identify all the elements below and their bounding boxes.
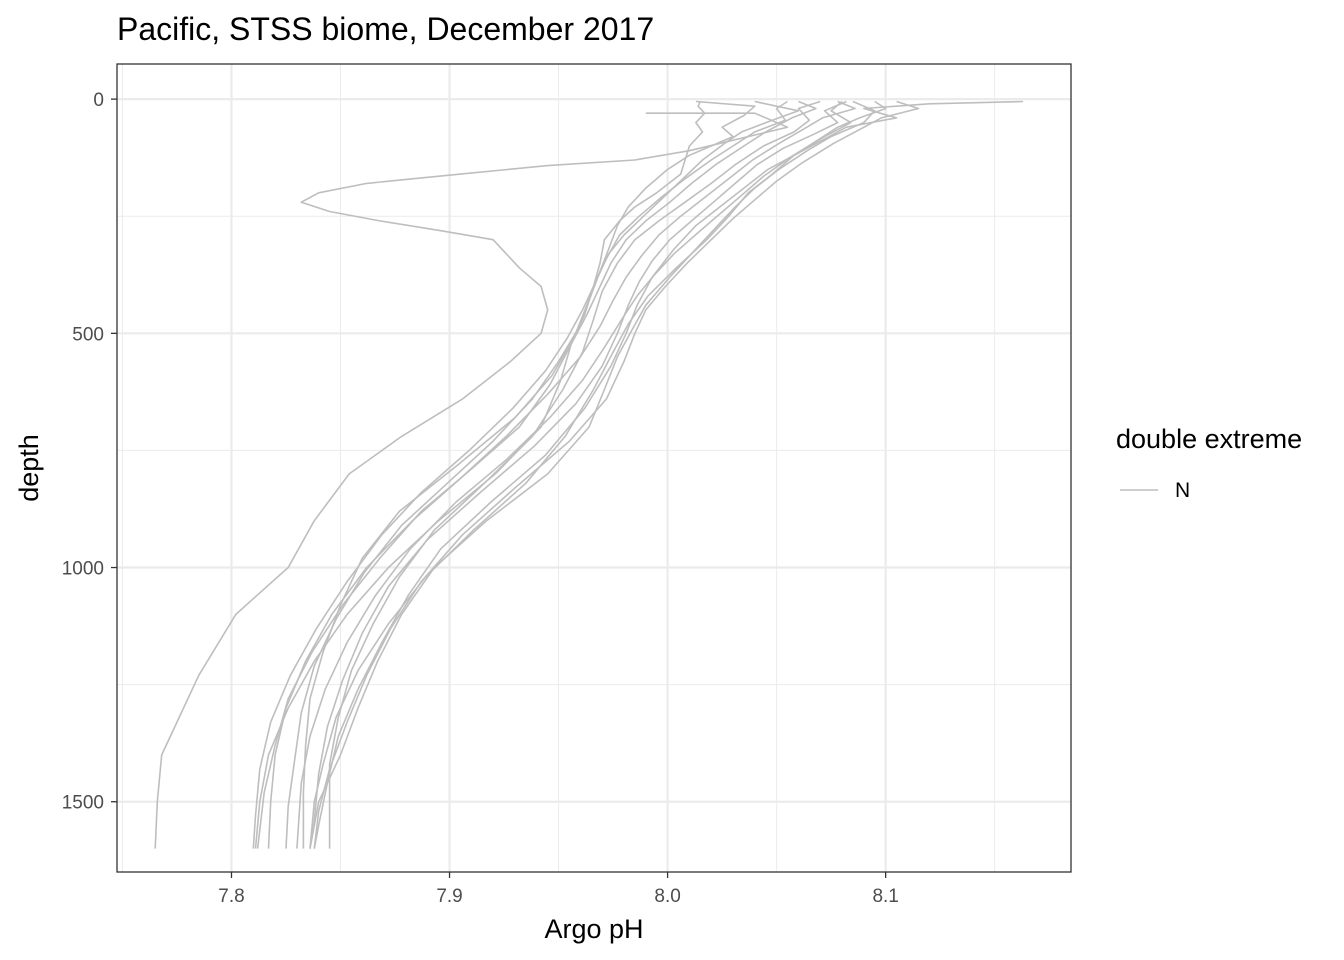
y-tick-label: 500 (72, 324, 104, 345)
x-tick-label: 8.1 (872, 886, 898, 907)
series-layer (154, 100, 1024, 849)
plot-border (116, 63, 1072, 873)
chart-title: Pacific, STSS biome, December 2017 (117, 11, 654, 47)
legend-title: double extreme (1116, 424, 1302, 454)
legend: double extreme N (1116, 424, 1302, 502)
profile-line-7 (313, 100, 920, 849)
profile-line-3 (309, 100, 876, 849)
y-axis: 0 500 1000 1500 (62, 90, 117, 814)
profile-line-5 (328, 100, 821, 849)
y-tick-label: 1500 (62, 793, 104, 814)
profile-line-2 (309, 100, 1024, 849)
x-tick-label: 7.9 (436, 886, 462, 907)
profile-line-14 (154, 112, 789, 849)
y-tick-label: 0 (93, 90, 104, 111)
plot-panel (117, 64, 1071, 872)
profile-line-6 (256, 100, 817, 849)
profile-line-10 (309, 100, 847, 849)
legend-label-n: N (1175, 479, 1190, 502)
x-tick-label: 7.8 (218, 886, 244, 907)
major-grid (117, 64, 1071, 872)
x-tick-label: 8.0 (654, 886, 680, 907)
profile-line-9 (302, 100, 756, 849)
profile-line-12 (296, 100, 887, 849)
minor-grid (117, 64, 1071, 872)
x-axis-title: Argo pH (544, 914, 643, 944)
y-tick-label: 1000 (62, 559, 104, 580)
profile-line-13 (267, 100, 856, 849)
profile-line-11 (252, 100, 788, 849)
y-axis-title: depth (14, 434, 44, 502)
x-axis: 7.8 7.9 8.0 8.1 (218, 872, 899, 907)
